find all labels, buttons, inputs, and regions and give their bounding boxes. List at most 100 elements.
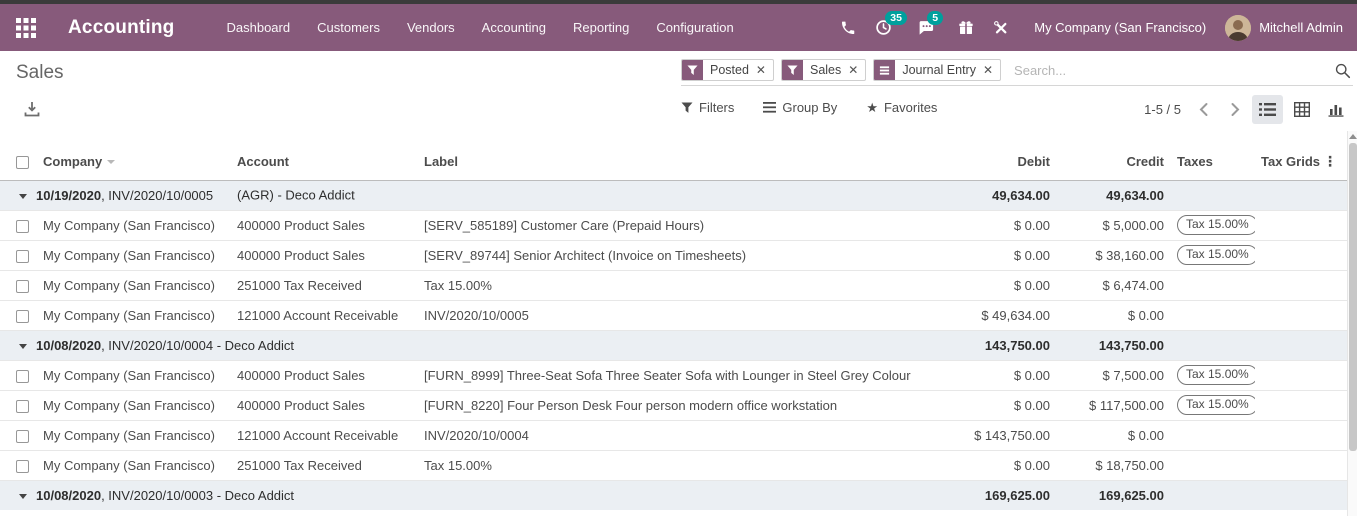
company-switcher[interactable]: My Company (San Francisco): [1034, 20, 1207, 35]
caret-down-icon[interactable]: [19, 343, 27, 349]
cell-credit: $ 117,500.00: [1053, 389, 1167, 420]
nav-item-accounting[interactable]: Accounting: [481, 20, 546, 35]
user-avatar: [1225, 14, 1252, 41]
nav-item-reporting[interactable]: Reporting: [573, 20, 630, 35]
search-facet-sales[interactable]: Sales ✕: [780, 59, 867, 81]
nav-item-customers[interactable]: Customers: [317, 20, 380, 35]
group-title-cell[interactable]: 10/19/2020, INV/2020/10/0005 (AGR) - Dec…: [0, 180, 965, 210]
messages-icon[interactable]: 5: [917, 11, 944, 36]
caret-down-icon[interactable]: [19, 493, 27, 499]
row-checkbox[interactable]: [16, 279, 29, 293]
column-header-debit[interactable]: Debit: [965, 143, 1053, 181]
cell-tax-grids: [1255, 239, 1323, 270]
group-credit-total: 143,750.00: [1053, 329, 1167, 360]
search-icon[interactable]: [1334, 62, 1351, 79]
column-header-label[interactable]: Label: [424, 143, 965, 181]
cell-label: Tax 15.00%: [424, 449, 965, 480]
activities-clock-icon[interactable]: 35: [875, 11, 907, 36]
apps-menu-icon[interactable]: [16, 17, 38, 39]
cell-debit: $ 0.00: [965, 209, 1053, 240]
cell-company: My Company (San Francisco): [43, 269, 237, 300]
column-header-taxes[interactable]: Taxes: [1167, 143, 1255, 181]
cell-label: INV/2020/10/0004: [424, 419, 965, 450]
gift-icon[interactable]: [958, 20, 974, 36]
app-name[interactable]: Accounting: [68, 16, 175, 38]
row-checkbox[interactable]: [16, 249, 29, 263]
pager-previous-button[interactable]: [1194, 100, 1213, 119]
journal-item-row[interactable]: My Company (San Francisco) 121000 Accoun…: [0, 419, 1347, 450]
journal-item-row[interactable]: My Company (San Francisco) 251000 Tax Re…: [0, 269, 1347, 300]
cell-account: 251000 Tax Received: [237, 269, 424, 300]
group-date: 10/19/2020: [36, 187, 102, 203]
search-facet-posted[interactable]: Posted ✕: [681, 59, 774, 81]
row-checkbox[interactable]: [16, 429, 29, 443]
cell-company: My Company (San Francisco): [43, 449, 237, 480]
row-checkbox[interactable]: [16, 219, 29, 233]
column-header-tax-grids[interactable]: Tax Grids: [1255, 143, 1323, 181]
column-header-company[interactable]: Company: [43, 143, 237, 181]
group-header-row[interactable]: 10/08/2020, INV/2020/10/0003 - Deco Addi…: [0, 479, 1347, 510]
group-title-cell[interactable]: 10/08/2020, INV/2020/10/0003 - Deco Addi…: [0, 479, 965, 510]
phone-icon[interactable]: [840, 20, 856, 36]
journal-item-row[interactable]: My Company (San Francisco) 400000 Produc…: [0, 209, 1347, 240]
favorites-button[interactable]: ★ Favorites: [866, 100, 938, 115]
pivot-view-button[interactable]: [1286, 95, 1317, 124]
group-date: 10/08/2020: [36, 487, 102, 503]
facet-label: Sales: [809, 63, 842, 77]
tools-icon[interactable]: [993, 20, 1009, 36]
group-by-button[interactable]: Group By: [763, 100, 837, 115]
journal-item-row[interactable]: My Company (San Francisco) 251000 Tax Re…: [0, 449, 1347, 480]
facet-remove-icon[interactable]: ✕: [755, 63, 766, 77]
group-header-row[interactable]: 10/19/2020, INV/2020/10/0005 (AGR) - Dec…: [0, 180, 1347, 210]
caret-down-icon[interactable]: [19, 193, 27, 199]
facet-remove-icon[interactable]: ✕: [848, 63, 859, 77]
group-title-cell[interactable]: 10/08/2020, INV/2020/10/0004 - Deco Addi…: [0, 329, 965, 360]
row-checkbox[interactable]: [16, 459, 29, 473]
cell-debit: $ 0.00: [965, 239, 1053, 270]
group-debit-total: 143,750.00: [965, 329, 1053, 360]
user-menu[interactable]: Mitchell Admin: [1225, 14, 1343, 41]
journal-item-row[interactable]: My Company (San Francisco) 400000 Produc…: [0, 359, 1347, 390]
column-header-account[interactable]: Account: [237, 143, 424, 181]
search-input[interactable]: [1008, 62, 1334, 78]
cell-company: My Company (San Francisco): [43, 209, 237, 240]
cell-account: 400000 Product Sales: [237, 359, 424, 390]
journal-item-row[interactable]: My Company (San Francisco) 400000 Produc…: [0, 239, 1347, 270]
journal-item-row[interactable]: My Company (San Francisco) 121000 Accoun…: [0, 299, 1347, 330]
facet-label: Posted: [710, 63, 749, 77]
column-header-credit[interactable]: Credit: [1053, 143, 1167, 181]
pager-next-button[interactable]: [1226, 100, 1245, 119]
nav-item-dashboard[interactable]: Dashboard: [226, 20, 291, 35]
row-checkbox[interactable]: [16, 369, 29, 383]
journal-item-row[interactable]: My Company (San Francisco) 400000 Produc…: [0, 389, 1347, 420]
cell-account: 400000 Product Sales: [237, 389, 424, 420]
scroll-up-icon[interactable]: [1349, 134, 1357, 139]
search-view[interactable]: Posted ✕ Sales ✕ Journal Entry ✕: [681, 58, 1353, 86]
search-facet-journal-entry[interactable]: Journal Entry ✕: [873, 59, 1002, 81]
table-grid-icon: [1293, 102, 1310, 117]
list-view-button[interactable]: [1252, 95, 1283, 124]
export-icon[interactable]: [24, 101, 40, 117]
scrollbar-thumb[interactable]: [1349, 143, 1357, 451]
facet-remove-icon[interactable]: ✕: [982, 63, 994, 77]
nav-item-vendors[interactable]: Vendors: [406, 20, 455, 35]
row-checkbox[interactable]: [16, 309, 29, 323]
group-header-row[interactable]: 10/08/2020, INV/2020/10/0004 - Deco Addi…: [0, 329, 1347, 360]
cell-tax-grids: [1255, 449, 1323, 480]
cell-credit: $ 0.00: [1053, 299, 1167, 330]
cell-account: 121000 Account Receivable: [237, 419, 424, 450]
cell-label: [SERV_89744] Senior Architect (Invoice o…: [424, 239, 965, 270]
vertical-scrollbar[interactable]: [1347, 131, 1357, 516]
row-checkbox[interactable]: [16, 399, 29, 413]
pager: 1-5 / 5: [1144, 100, 1245, 119]
facet-label: Journal Entry: [902, 63, 976, 77]
tax-badge: Tax 15.00%: [1177, 395, 1255, 415]
cell-account: 400000 Product Sales: [237, 239, 424, 270]
nav-item-configuration[interactable]: Configuration: [656, 20, 734, 35]
optional-columns-icon[interactable]: ⋮: [1323, 143, 1347, 181]
select-all-checkbox[interactable]: [16, 155, 29, 169]
filters-button[interactable]: Filters: [681, 100, 734, 115]
graph-view-button[interactable]: [1320, 95, 1351, 124]
cell-label: [FURN_8220] Four Person Desk Four person…: [424, 389, 965, 420]
cell-account: 400000 Product Sales: [237, 209, 424, 240]
